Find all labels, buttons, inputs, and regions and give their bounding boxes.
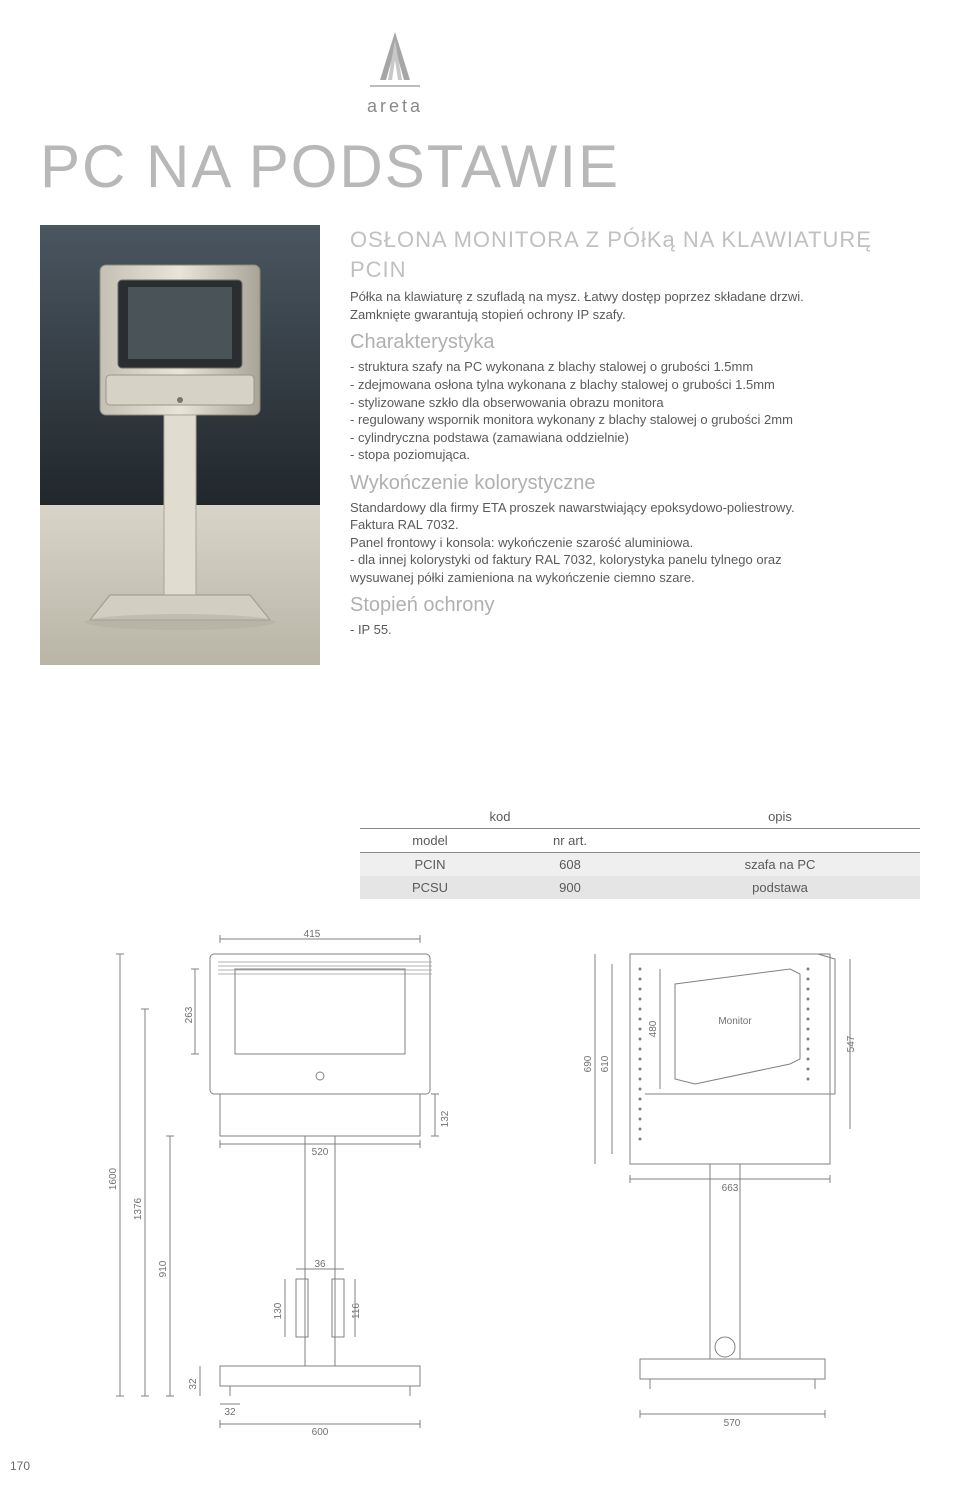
spec-table: kod opis model nr art. PCIN 608 szafa na… xyxy=(360,805,920,899)
svg-text:116: 116 xyxy=(351,1303,362,1319)
brand-logo: areta xyxy=(350,30,920,117)
section-heading-wykonczenie: Wykończenie kolorystyczne xyxy=(350,470,920,497)
body-line: wysuwanej półki zamieniona na wykończeni… xyxy=(350,569,920,587)
svg-text:32: 32 xyxy=(188,1378,199,1390)
svg-text:263: 263 xyxy=(184,1006,195,1023)
bullet: - regulowany wspornik monitora wykonany … xyxy=(350,411,920,429)
cell-nrart: 608 xyxy=(500,853,640,877)
body-line: - dla innej kolorystyki od faktury RAL 7… xyxy=(350,551,920,569)
cell-model: PCIN xyxy=(360,853,500,877)
cell-opis: szafa na PC xyxy=(640,853,920,877)
svg-text:690: 690 xyxy=(583,1055,594,1072)
svg-text:32: 32 xyxy=(224,1407,236,1418)
col-header-nrart: nr art. xyxy=(500,829,640,853)
section-heading-charakterystyka: Charakterystyka xyxy=(350,329,920,356)
cell-opis: podstawa xyxy=(640,876,920,899)
svg-text:1600: 1600 xyxy=(108,1167,119,1190)
svg-text:663: 663 xyxy=(722,1183,739,1194)
svg-text:132: 132 xyxy=(440,1110,451,1127)
intro-line: Półka na klawiaturę z szufladą na mysz. … xyxy=(350,288,920,306)
col-header-kod: kod xyxy=(360,805,640,829)
side-view-drawing: Monitor 690 610 480 547 663 xyxy=(540,929,900,1439)
cell-nrart: 900 xyxy=(500,876,640,899)
svg-text:610: 610 xyxy=(600,1055,611,1072)
svg-text:Monitor: Monitor xyxy=(718,1016,752,1027)
col-header-opis: opis xyxy=(640,805,920,829)
brand-name: areta xyxy=(350,96,440,117)
svg-text:480: 480 xyxy=(648,1020,659,1037)
intro-line: Zamknięte gwarantują stopień ochrony IP … xyxy=(350,306,920,324)
body-line: Standardowy dla firmy ETA proszek nawars… xyxy=(350,499,920,517)
svg-text:600: 600 xyxy=(312,1427,329,1438)
svg-text:547: 547 xyxy=(846,1035,857,1052)
svg-text:36: 36 xyxy=(314,1259,326,1270)
svg-text:520: 520 xyxy=(312,1147,329,1158)
page-number: 170 xyxy=(10,1459,30,1473)
section-heading-stopien: Stopień ochrony xyxy=(350,592,920,619)
bullet: - zdejmowana osłona tylna wykonana z bla… xyxy=(350,376,920,394)
cell-model: PCSU xyxy=(360,876,500,899)
col-header-model: model xyxy=(360,829,500,853)
body-line: Faktura RAL 7032. xyxy=(350,516,920,534)
product-photo xyxy=(40,225,320,665)
svg-text:130: 130 xyxy=(273,1302,284,1319)
svg-text:1376: 1376 xyxy=(133,1197,144,1220)
svg-text:910: 910 xyxy=(158,1260,169,1277)
svg-text:415: 415 xyxy=(304,929,321,940)
bullet: - stylizowane szkło dla obserwowania obr… xyxy=(350,394,920,412)
body-line: Panel frontowy i konsola: wykończenie sz… xyxy=(350,534,920,552)
body-line: - IP 55. xyxy=(350,621,920,639)
product-subtitle: OSŁONA MONITORA Z PÓłKą NA KLAWIATURĘ PC… xyxy=(350,225,920,284)
bullet: - stopa poziomująca. xyxy=(350,446,920,464)
bullet: - cylindryczna podstawa (zamawiana oddzi… xyxy=(350,429,920,447)
bullet: - struktura szafy na PC wykonana z blach… xyxy=(350,358,920,376)
front-view-drawing: 415 263 xyxy=(100,929,480,1439)
page-title: PC NA PODSTAWIE xyxy=(40,137,920,197)
svg-text:570: 570 xyxy=(724,1418,741,1429)
technical-drawings: 415 263 xyxy=(40,929,920,1449)
